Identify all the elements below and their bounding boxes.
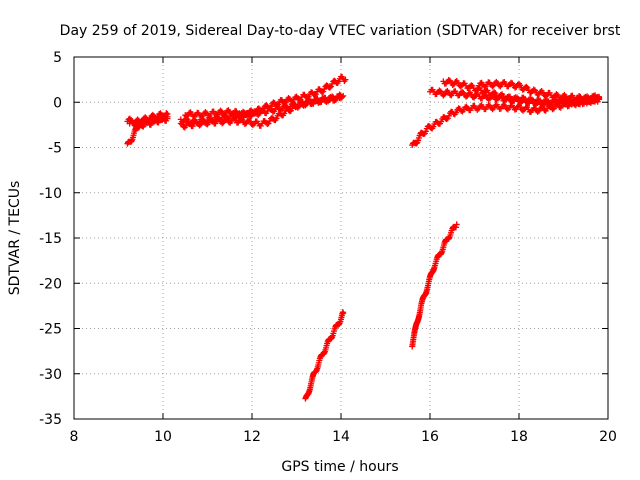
series-markers <box>182 73 349 120</box>
grid-layer <box>74 57 608 419</box>
y-tick-label: -10 <box>39 186 62 202</box>
y-tick-label: -35 <box>39 412 62 428</box>
y-tick-label: -30 <box>39 367 62 383</box>
series-5 <box>177 91 347 131</box>
series-12 <box>475 78 603 104</box>
x-axis-label: GPS time / hours <box>281 459 398 475</box>
y-tick-label: -5 <box>48 141 62 157</box>
x-tick-label: 8 <box>70 429 79 445</box>
series-markers <box>409 221 460 350</box>
series-markers <box>177 91 347 131</box>
series-9 <box>409 221 460 350</box>
x-tick-label: 16 <box>421 429 439 445</box>
series-markers <box>302 309 347 402</box>
series-6 <box>182 73 349 120</box>
y-tick-label: 5 <box>53 50 62 66</box>
y-tick-label: -15 <box>39 231 62 247</box>
y-axis-label: SDTVAR / TECUs <box>7 181 23 296</box>
y-tick-label: 0 <box>53 95 62 111</box>
series-7 <box>302 309 347 402</box>
axis-layer: 8 10 12 14 16 18 20 5 0 -5 -10 -15 -20 -25 -30 -35 <box>39 50 617 445</box>
series-markers <box>126 114 171 130</box>
y-tick-label: -20 <box>39 276 62 292</box>
x-tick-label: 18 <box>510 429 528 445</box>
data-layer <box>124 73 603 402</box>
x-tick-label: 20 <box>599 429 617 445</box>
x-tick-label: 10 <box>154 429 172 445</box>
x-tick-label: 14 <box>332 429 350 445</box>
series-markers <box>475 78 603 104</box>
x-tick-label: 12 <box>243 429 261 445</box>
series-3 <box>126 114 171 130</box>
chart-title: Day 259 of 2019, Sidereal Day-to-day VTE… <box>60 23 621 39</box>
y-tick-label: -25 <box>39 322 62 338</box>
